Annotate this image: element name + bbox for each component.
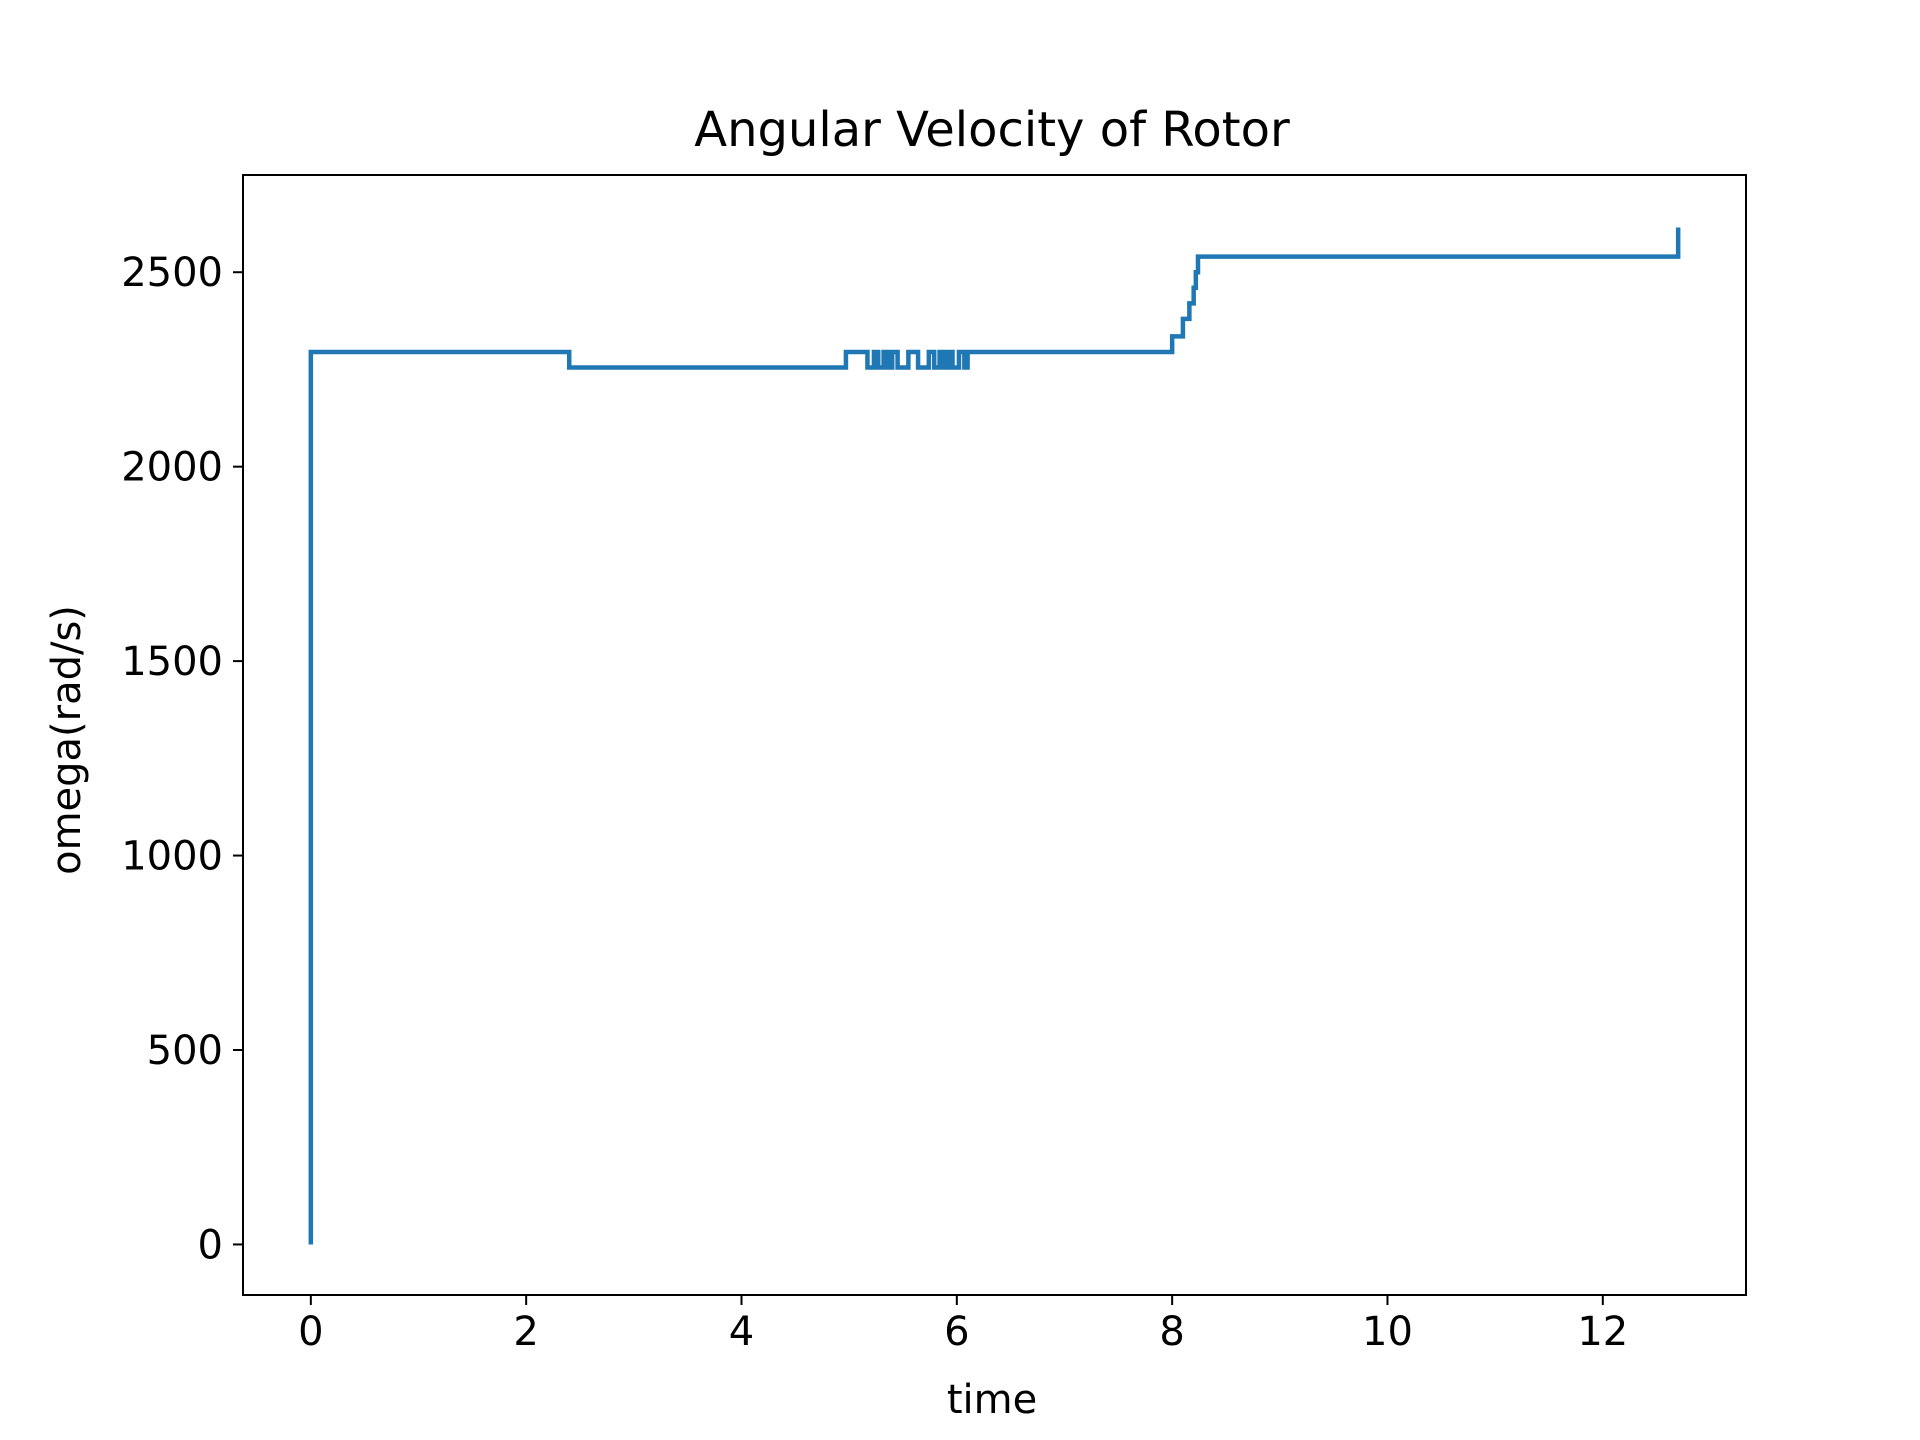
x-tick-label: 4 (729, 1309, 754, 1355)
series-line-0 (308, 227, 1681, 1245)
y-tick-label: 2500 (121, 250, 223, 296)
y-tick-label: 0 (198, 1222, 223, 1268)
plot-frame (242, 174, 1747, 1296)
plot-area: 0 2 4 6 8 10 12 0 500 1000 1500 2000 2500 (121, 174, 1747, 1355)
y-tick-label: 1500 (121, 639, 223, 685)
x-tick-label: 0 (298, 1309, 323, 1355)
x-axis-label: time (947, 1377, 1037, 1423)
y-tick-label: 2000 (121, 445, 223, 491)
y-tick-label: 500 (147, 1028, 223, 1074)
x-tick-label: 6 (944, 1309, 969, 1355)
x-tick-label: 10 (1362, 1309, 1413, 1355)
y-tick-label: 1000 (121, 834, 223, 880)
x-tick-label: 8 (1159, 1309, 1184, 1355)
x-tick-label: 2 (513, 1309, 538, 1355)
y-axis-label: omega(rad/s) (44, 605, 90, 875)
chart-title: Angular Velocity of Rotor (694, 102, 1290, 158)
x-tick-label: 12 (1577, 1309, 1628, 1355)
